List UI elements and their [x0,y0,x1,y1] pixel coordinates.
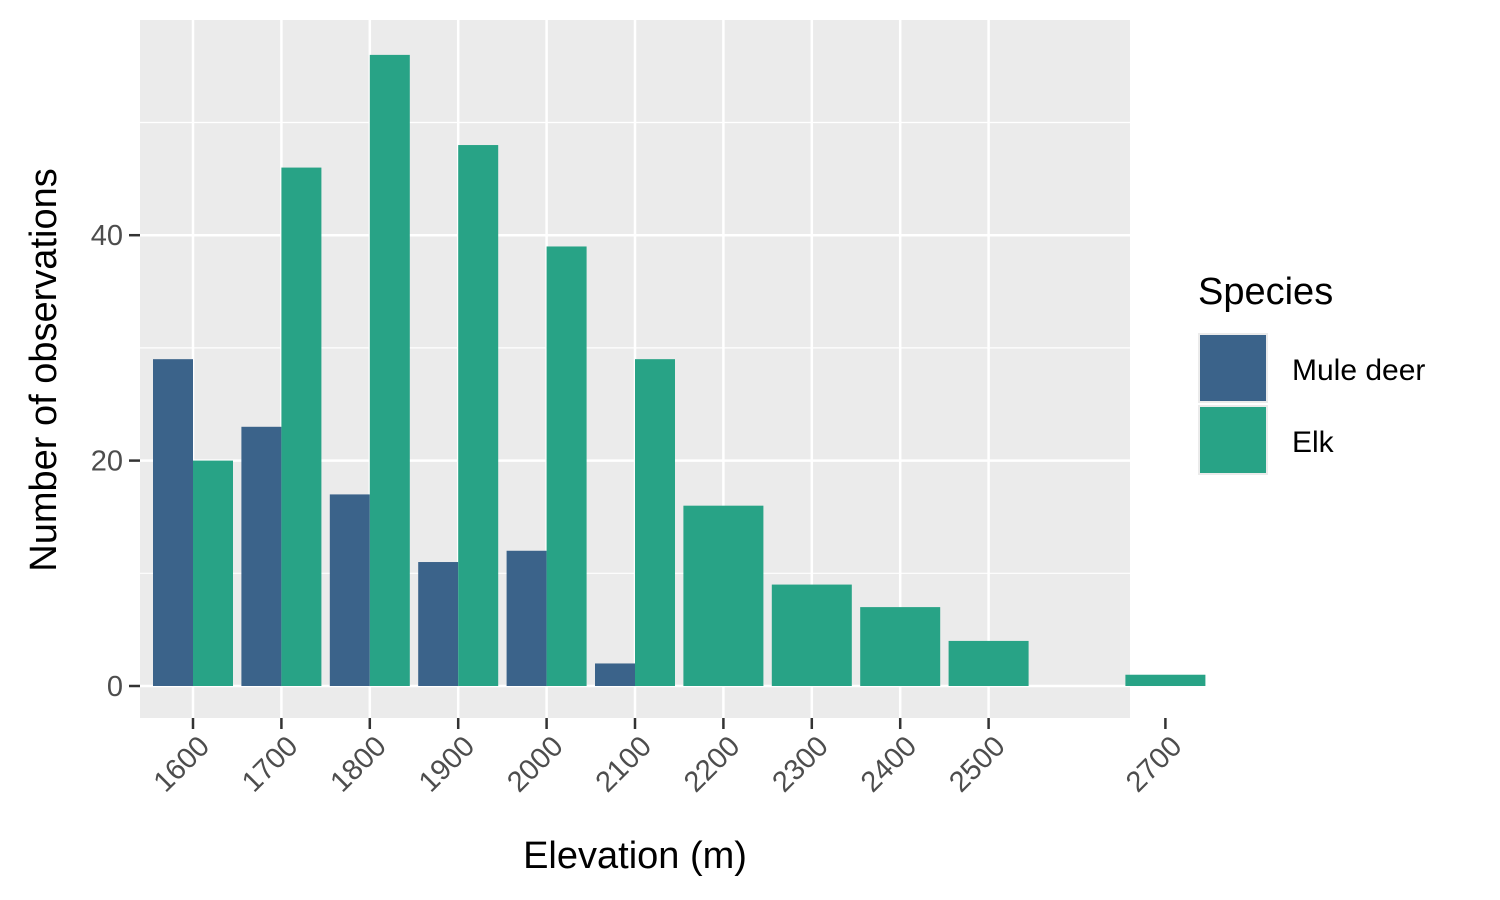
bar-elk-1800 [369,54,410,686]
legend-swatch-mule-deer [1200,335,1266,401]
bar-mule-deer-1700 [241,426,282,686]
bar-elk-2700 [1125,674,1206,686]
legend-swatch-elk [1200,407,1266,473]
x-tick-label: 2500 [943,730,1011,798]
x-axis: 1600 1700 1800 1900 2000 2100 2200 2300 2400 2500… [148,718,1188,799]
x-tick-label: 1900 [413,730,481,798]
x-tick-label: 2400 [855,730,923,798]
y-tick-label: 0 [107,671,123,703]
bars [153,54,1206,687]
x-tick-label: 1700 [236,730,304,798]
bar-elk-2200 [683,505,764,686]
legend-label-mule-deer: Mule deer [1292,354,1425,387]
y-tick-label: 40 [91,220,123,252]
bar-mule-deer-2100 [595,663,635,686]
bar-elk-2300 [771,584,852,686]
bar-mule-deer-1800 [329,494,370,686]
x-tick-label: 2100 [590,730,658,798]
bar-elk-2100 [635,359,675,686]
bar-mule-deer-1600 [153,359,193,686]
x-tick-label: 2700 [1120,730,1188,798]
y-axis-title: Number of observations [23,168,65,571]
bar-mule-deer-1900 [418,562,459,686]
bar-elk-1600 [193,460,233,686]
bar-mule-deer-2000 [506,550,547,686]
legend-label-elk: Elk [1292,426,1335,459]
bar-elk-2500 [948,640,1029,686]
y-axis: 0 20 40 [91,220,140,703]
legend-title: Species [1198,271,1333,313]
legend: Species Mule deer Elk [1198,271,1425,475]
x-tick-label: 1800 [325,730,393,798]
bar-elk-1700 [281,167,322,686]
bar-elk-1900 [458,145,499,687]
bar-elk-2000 [546,246,587,686]
x-axis-title: Elevation (m) [523,835,747,877]
x-tick-label: 1600 [148,730,216,798]
x-tick-label: 2300 [767,730,835,798]
bar-elk-2400 [860,607,941,686]
x-tick-label: 2000 [501,730,569,798]
y-tick-label: 20 [91,446,123,478]
x-tick-label: 2200 [678,730,746,798]
